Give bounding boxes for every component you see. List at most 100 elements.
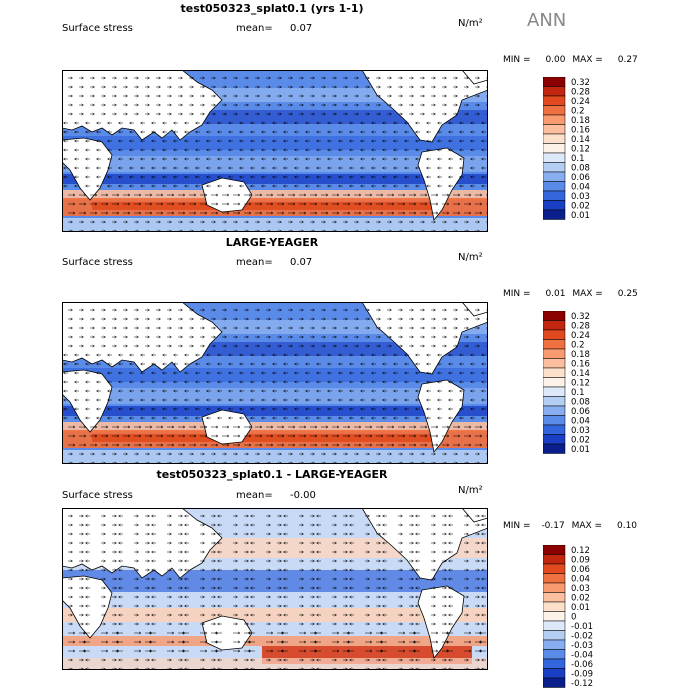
stress-vector-head bbox=[261, 362, 264, 366]
stress-vector-head bbox=[279, 523, 282, 527]
stress-vector-head bbox=[327, 130, 330, 134]
stress-vector-head bbox=[213, 344, 216, 348]
stress-vector-head bbox=[118, 353, 121, 357]
stress-vector-head bbox=[235, 532, 238, 536]
stress-vector-head bbox=[70, 532, 73, 536]
stress-vector-head bbox=[411, 622, 414, 626]
stress-vector-head bbox=[158, 103, 161, 107]
stress-vector-head bbox=[369, 640, 373, 644]
stress-vector-head bbox=[404, 148, 407, 152]
stress-vector-head bbox=[312, 335, 315, 339]
stress-vector-head bbox=[437, 121, 440, 125]
stress-vector-head bbox=[94, 211, 98, 215]
stress-vector-head bbox=[393, 166, 396, 170]
stress-vector-head bbox=[270, 211, 274, 215]
stress-vector-head bbox=[158, 344, 161, 348]
stress-vector-head bbox=[193, 211, 197, 215]
stress-vector-head bbox=[140, 157, 143, 161]
stress-vector-head bbox=[382, 362, 385, 366]
stress-vector-head bbox=[169, 568, 172, 572]
stress-vector-head bbox=[290, 112, 293, 116]
stress-vector-head bbox=[336, 434, 340, 438]
stress-vector-head bbox=[345, 568, 348, 572]
stress-vector-head bbox=[118, 148, 121, 152]
stress-vector-head bbox=[114, 658, 117, 662]
stress-vector-head bbox=[169, 532, 172, 536]
stress-vector-head bbox=[140, 407, 143, 411]
stress-vector-head bbox=[217, 353, 220, 357]
stress-vector-head bbox=[371, 407, 374, 411]
stress-vector-head bbox=[382, 389, 385, 393]
stress-vector-head bbox=[360, 380, 363, 384]
stress-vector-head bbox=[105, 193, 109, 197]
stress-vector-head bbox=[281, 211, 285, 215]
stress-vector-head bbox=[63, 121, 66, 125]
stress-vector-head bbox=[466, 595, 469, 599]
stress-vector-head bbox=[191, 112, 194, 116]
stress-vector-head bbox=[367, 523, 370, 527]
stress-vector-head bbox=[272, 380, 275, 384]
stress-vector-head bbox=[444, 550, 447, 554]
stress-vector-head bbox=[382, 532, 385, 536]
stress-vector-head bbox=[279, 550, 282, 554]
stress-vector-head bbox=[349, 514, 352, 518]
stress-vector-head bbox=[268, 559, 271, 563]
stress-vector-head bbox=[239, 184, 242, 188]
stress-vector-head bbox=[85, 139, 88, 143]
stress-vector-head bbox=[435, 202, 439, 206]
stress-vector-head bbox=[202, 541, 205, 545]
stress-vector-head bbox=[457, 202, 461, 206]
stress-vector-head bbox=[125, 85, 128, 89]
stress-vector-head bbox=[360, 407, 363, 411]
stress-vector-head bbox=[444, 85, 447, 89]
stress-vector-head bbox=[173, 166, 176, 170]
stress-vector-head bbox=[250, 514, 253, 518]
stress-vector-head bbox=[149, 202, 153, 206]
stress-vector-head bbox=[312, 76, 315, 80]
stress-vector-head bbox=[294, 353, 297, 357]
stress-vector-head bbox=[127, 202, 131, 206]
stress-vector-head bbox=[470, 130, 473, 134]
stress-vector-head bbox=[129, 371, 132, 375]
stress-vector-head bbox=[202, 94, 205, 98]
stress-vector-head bbox=[261, 353, 264, 357]
colorbar-level-label: 0.03 bbox=[571, 426, 590, 436]
stress-vector-head bbox=[411, 308, 414, 312]
stress-vector-head bbox=[125, 317, 128, 321]
colorbar-swatch bbox=[543, 133, 566, 144]
stress-vector-head bbox=[162, 121, 165, 125]
stress-vector-head bbox=[459, 407, 462, 411]
stress-vector-head bbox=[283, 532, 286, 536]
stress-vector-head bbox=[301, 103, 304, 107]
stress-vector-head bbox=[272, 389, 275, 393]
stress-vector-head bbox=[345, 532, 348, 536]
stress-vector-head bbox=[228, 398, 231, 402]
stress-vector-head bbox=[217, 416, 220, 420]
stress-vector-head bbox=[466, 577, 469, 581]
stress-vector-head bbox=[301, 550, 304, 554]
stress-vector-head bbox=[140, 139, 143, 143]
stress-vector-head bbox=[411, 613, 414, 617]
stress-vector-head bbox=[83, 425, 87, 429]
stress-vector-head bbox=[270, 631, 274, 635]
stress-vector-head bbox=[85, 577, 88, 581]
stress-vector-head bbox=[283, 166, 286, 170]
colorbar-level-label: 0.06 bbox=[571, 565, 590, 575]
stress-vector-head bbox=[250, 532, 253, 536]
stress-vector-head bbox=[393, 371, 396, 375]
stress-vector-head bbox=[74, 148, 77, 152]
stress-vector-head bbox=[235, 586, 238, 590]
stress-vector-head bbox=[239, 416, 242, 420]
stress-vector-head bbox=[250, 353, 253, 357]
colorbar-swatch bbox=[543, 658, 566, 669]
stress-vector-head bbox=[96, 362, 99, 366]
stress-vector-head bbox=[85, 541, 88, 545]
stress-vector-head bbox=[338, 407, 341, 411]
stress-vector-head bbox=[457, 211, 461, 215]
colorbar-swatch bbox=[543, 348, 566, 359]
stress-vector-head bbox=[316, 604, 319, 608]
stress-vector-head bbox=[213, 523, 216, 527]
stress-vector-head bbox=[180, 220, 183, 224]
stress-vector-head bbox=[228, 184, 231, 188]
stress-vector-head bbox=[444, 568, 447, 572]
